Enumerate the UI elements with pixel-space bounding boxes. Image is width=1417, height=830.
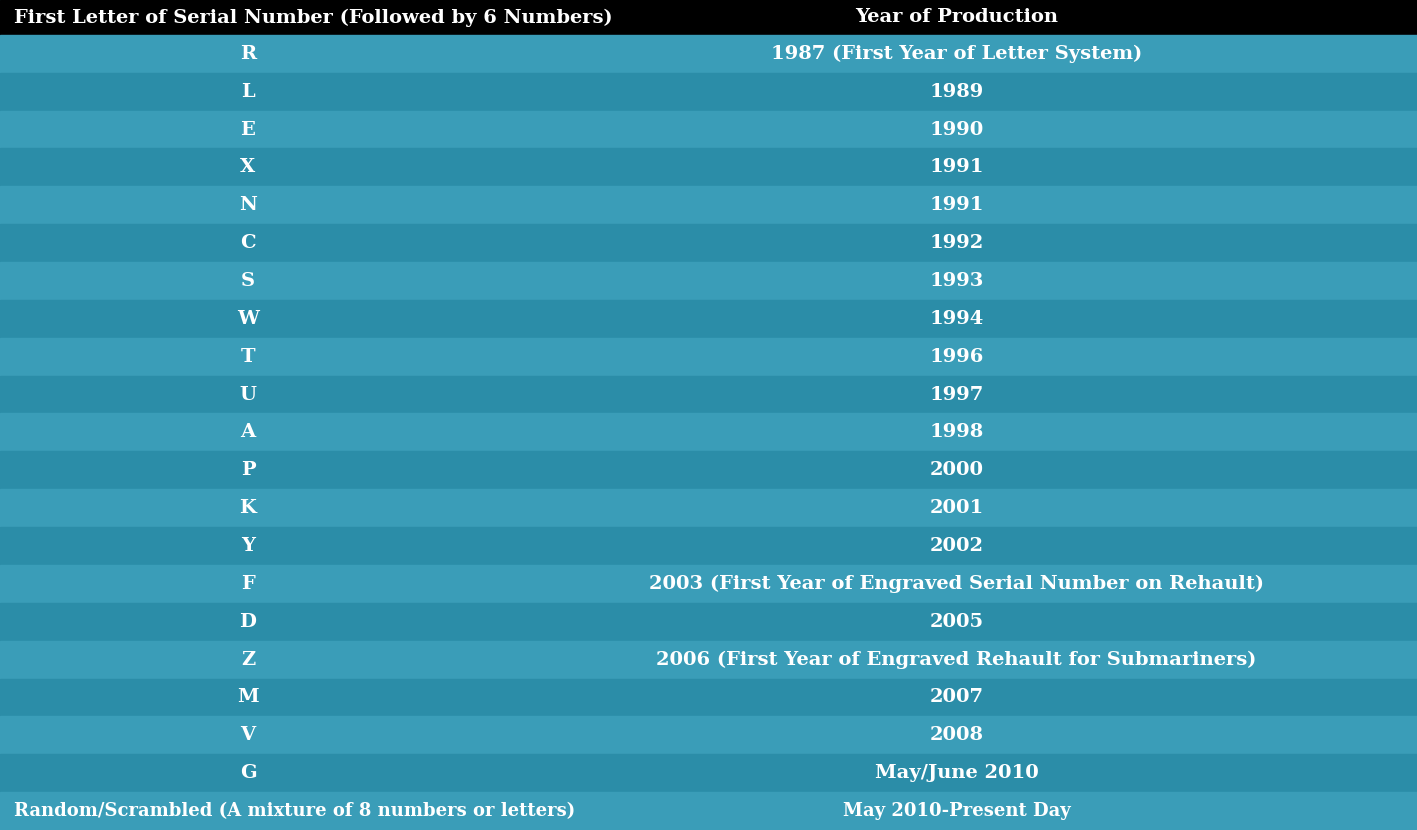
Text: 1998: 1998 [930, 423, 983, 442]
Bar [0, 35, 1417, 73]
Bar [0, 300, 1417, 338]
Text: R: R [239, 45, 256, 63]
Bar [0, 641, 1417, 679]
Text: 2007: 2007 [930, 688, 983, 706]
Text: 1987 (First Year of Letter System): 1987 (First Year of Letter System) [771, 45, 1142, 63]
Bar [0, 603, 1417, 641]
Text: S: S [241, 272, 255, 290]
Text: 1993: 1993 [930, 272, 983, 290]
Bar [0, 338, 1417, 376]
Bar [0, 489, 1417, 527]
Text: C: C [239, 234, 256, 252]
Text: First Letter of Serial Number (Followed by 6 Numbers): First Letter of Serial Number (Followed … [14, 8, 612, 27]
Text: K: K [239, 499, 256, 517]
Text: 2000: 2000 [930, 461, 983, 479]
Text: N: N [239, 196, 256, 214]
Text: Year of Production: Year of Production [854, 8, 1058, 27]
Text: 2002: 2002 [930, 537, 983, 555]
Text: W: W [237, 310, 259, 328]
Text: 1997: 1997 [930, 386, 983, 403]
Text: 1991: 1991 [930, 159, 983, 177]
Text: F: F [241, 575, 255, 593]
Text: A: A [241, 423, 255, 442]
Text: G: G [239, 764, 256, 782]
Text: D: D [239, 613, 256, 631]
Text: 1991: 1991 [930, 196, 983, 214]
Text: E: E [241, 120, 255, 139]
Bar [0, 452, 1417, 489]
Text: 1989: 1989 [930, 83, 983, 100]
Text: L: L [241, 83, 255, 100]
Bar [0, 754, 1417, 792]
Text: X: X [241, 159, 255, 177]
Text: 1994: 1994 [930, 310, 983, 328]
Bar [0, 149, 1417, 186]
Text: 1992: 1992 [930, 234, 983, 252]
Bar [0, 73, 1417, 110]
Text: Random/Scrambled (A mixture of 8 numbers or letters): Random/Scrambled (A mixture of 8 numbers… [14, 802, 575, 820]
Text: 2001: 2001 [930, 499, 983, 517]
Bar [0, 413, 1417, 452]
Text: May 2010-Present Day: May 2010-Present Day [843, 802, 1070, 820]
Bar [0, 224, 1417, 262]
Text: V: V [241, 726, 255, 745]
Bar [0, 792, 1417, 830]
Bar [0, 262, 1417, 300]
Bar [0, 565, 1417, 603]
Text: Z: Z [241, 651, 255, 669]
Text: U: U [239, 386, 256, 403]
Text: T: T [241, 348, 255, 366]
Text: Y: Y [241, 537, 255, 555]
Bar [0, 110, 1417, 149]
Text: 2006 (First Year of Engraved Rehault for Submariners): 2006 (First Year of Engraved Rehault for… [656, 651, 1257, 669]
Bar [0, 716, 1417, 754]
Text: May/June 2010: May/June 2010 [874, 764, 1039, 782]
Text: 1996: 1996 [930, 348, 983, 366]
Bar [0, 679, 1417, 716]
Text: 1990: 1990 [930, 120, 983, 139]
Text: 2003 (First Year of Engraved Serial Number on Rehault): 2003 (First Year of Engraved Serial Numb… [649, 574, 1264, 593]
Text: 2005: 2005 [930, 613, 983, 631]
Bar [0, 0, 1417, 35]
Bar [0, 527, 1417, 565]
Text: M: M [237, 688, 259, 706]
Text: 2008: 2008 [930, 726, 983, 745]
Bar [0, 186, 1417, 224]
Bar [0, 376, 1417, 413]
Text: P: P [241, 461, 255, 479]
